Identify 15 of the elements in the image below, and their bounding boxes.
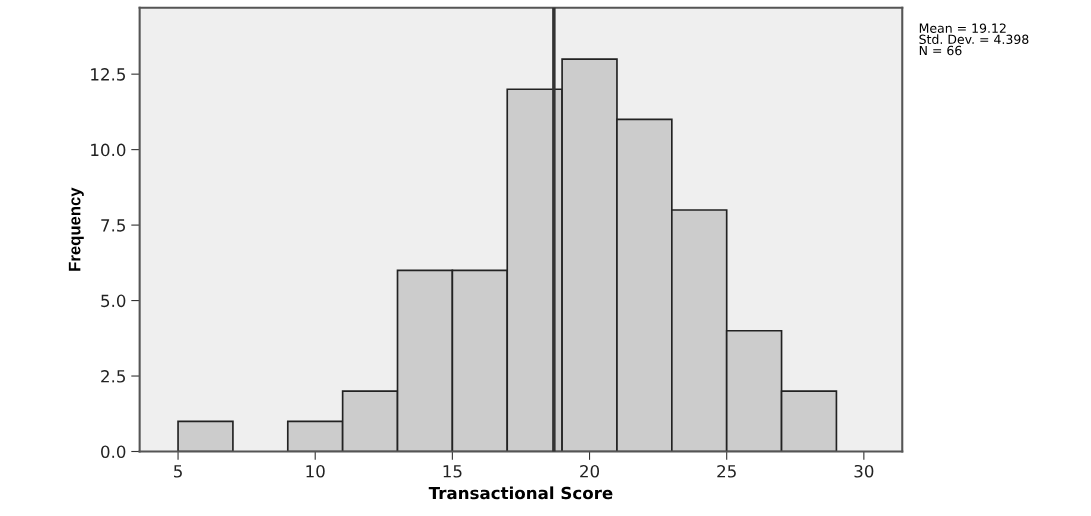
x-tick-label: 30 [854,464,874,478]
x-tick-label: 10 [306,464,325,478]
y-tick-label: 5.0 [101,294,126,308]
x-axis-title: Transactional Score [428,486,613,500]
y-axis-title: Frequency [68,187,84,271]
text: Mean = 19.12 Std. Dev. = 4.398 N = 66 [919,23,1029,56]
y-tick-label: 7.5 [101,219,125,232]
x-tick-label: 25 [717,464,736,478]
y-tick-label: 10.0 [91,143,126,157]
y-tick-label: 0.0 [101,445,126,459]
y-tick-label: 12.5 [91,68,125,81]
x-tick-label: 20 [580,464,600,478]
x-tick-label: 5 [174,465,182,478]
y-tick-label: 2.5 [101,369,125,383]
x-tick-label: 15 [443,465,462,478]
